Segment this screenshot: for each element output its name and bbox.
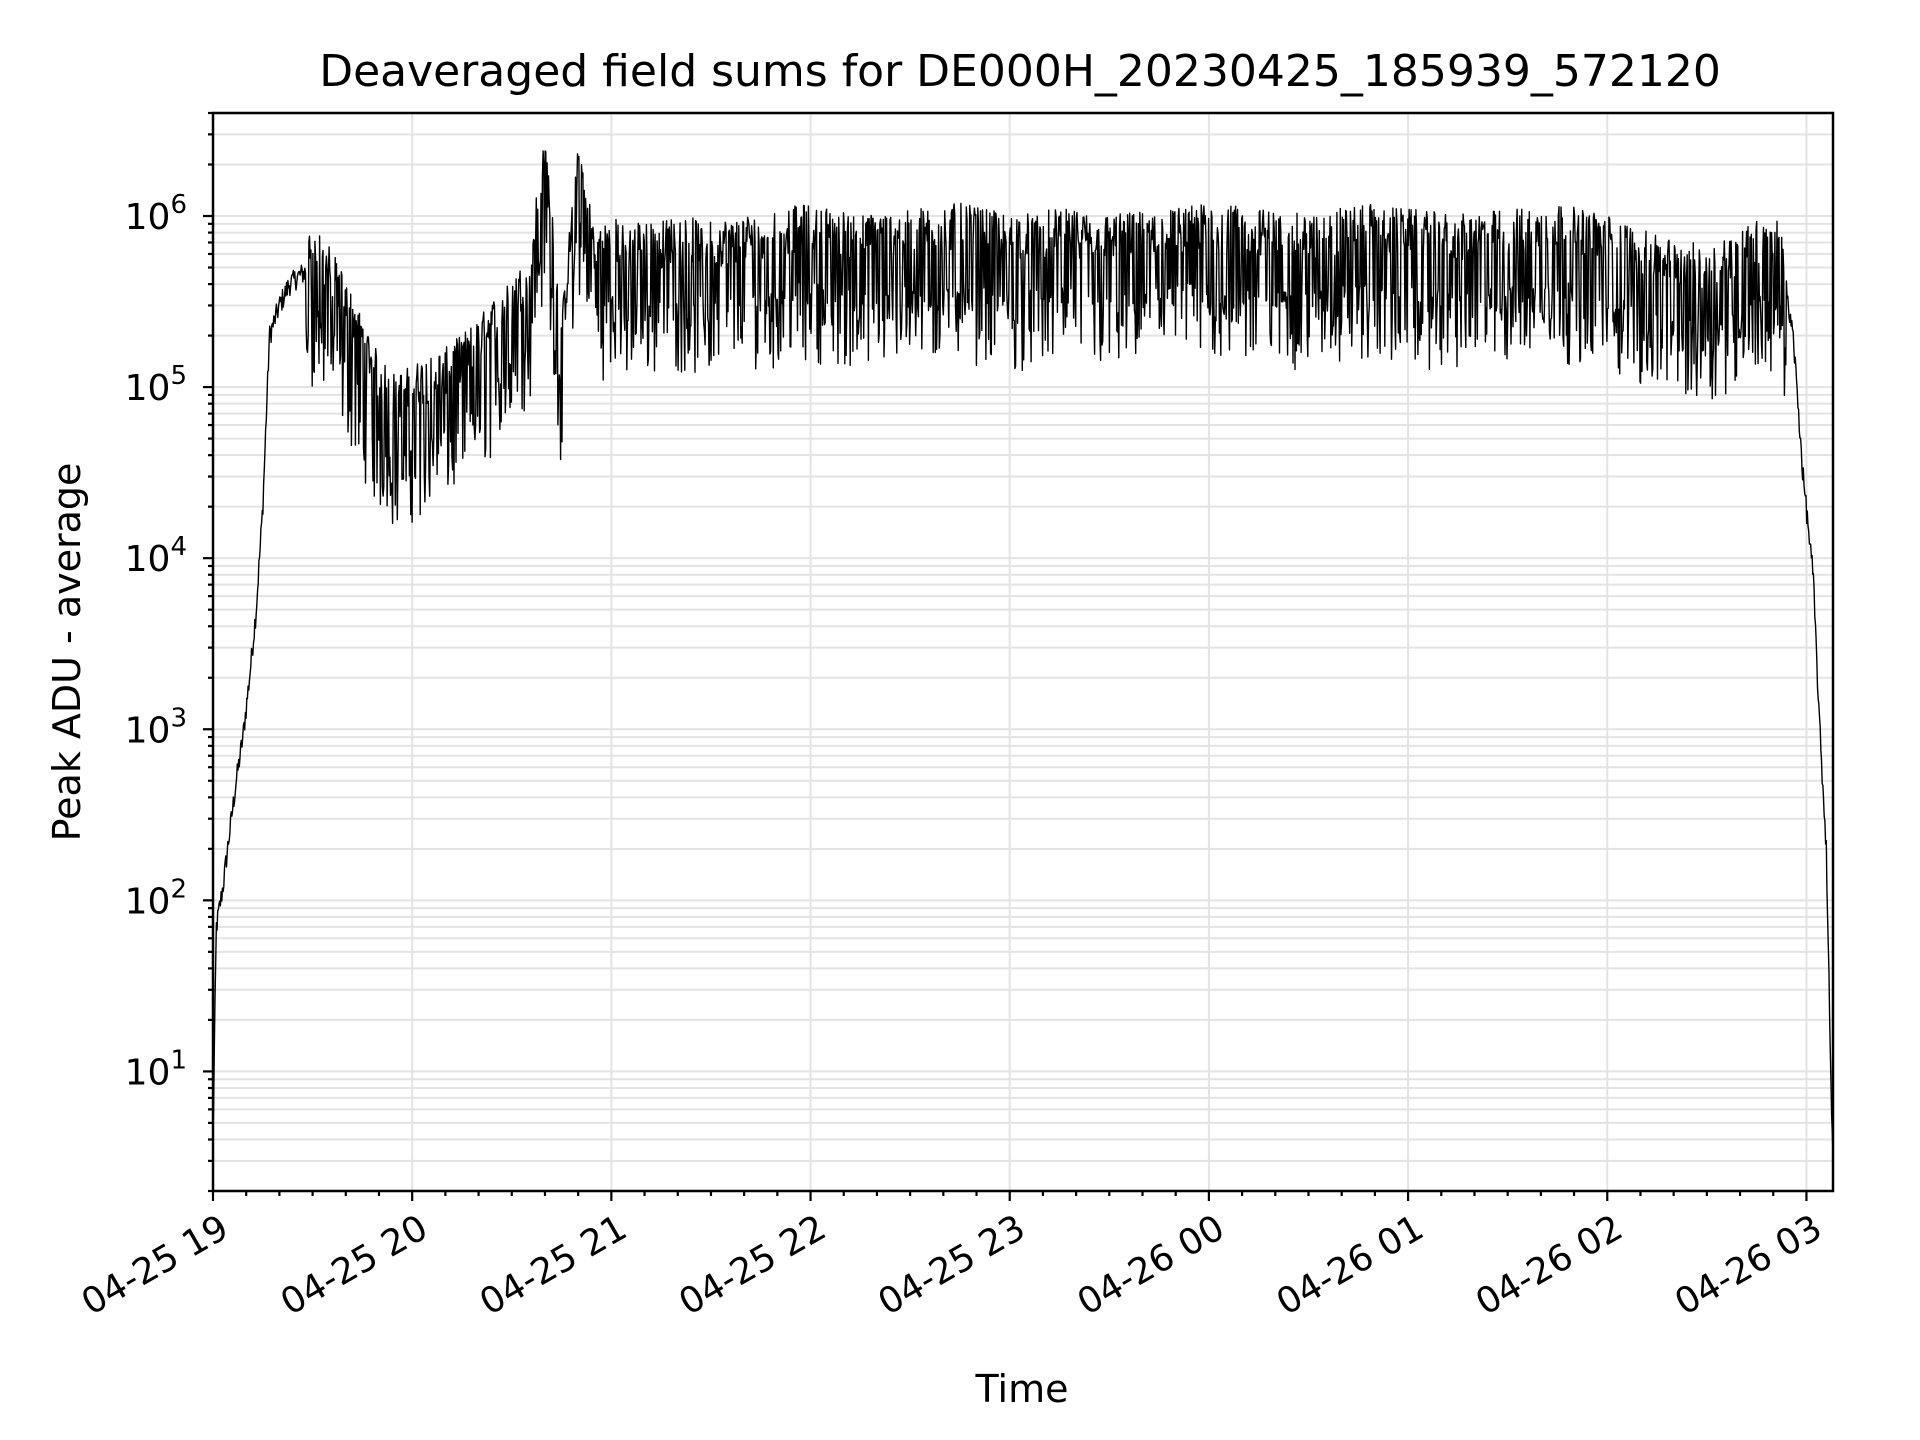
y-tick-label: 101 bbox=[125, 1045, 187, 1093]
y-tick-label: 103 bbox=[125, 703, 187, 751]
y-axis-label: Peak ADU - average bbox=[45, 463, 89, 842]
y-tick-label: 104 bbox=[125, 532, 187, 580]
y-tick-label: 106 bbox=[125, 190, 187, 238]
series-layer bbox=[212, 150, 1834, 1154]
x-axis-label: Time bbox=[975, 1367, 1069, 1411]
series-line bbox=[212, 150, 1834, 1154]
chart-title: Deaveraged field sums for DE000H_2023042… bbox=[319, 46, 1721, 97]
y-tick-label: 102 bbox=[125, 874, 187, 922]
y-tick-label: 105 bbox=[125, 361, 187, 409]
plot-frame bbox=[211, 111, 1835, 1193]
